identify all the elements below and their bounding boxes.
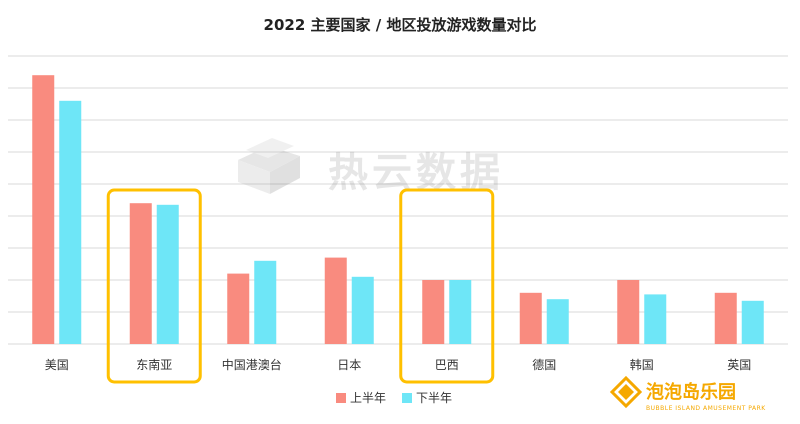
highlight-box (399, 188, 495, 384)
x-tick-label: 美国 (45, 358, 69, 372)
gridlines (8, 55, 788, 345)
brand-logo: 泡泡岛乐园 BUBBLE ISLAND AMUSEMENT PARK (609, 375, 766, 412)
x-axis-labels: 美国 东南亚 中国港澳台 日本 巴西 德国 韩国 英国 (45, 357, 752, 372)
legend: 上半年 下半年 (336, 391, 452, 405)
x-tick-label: 德国 (532, 357, 556, 372)
bar-h2 (644, 294, 667, 344)
bar-h2 (254, 260, 277, 344)
watermark-logo-icon (238, 138, 300, 194)
bar-h2 (449, 280, 472, 344)
bar-h1 (617, 280, 640, 344)
brand-logo-subtext: BUBBLE ISLAND AMUSEMENT PARK (646, 405, 766, 412)
bar-h1 (129, 203, 152, 344)
legend-swatch (336, 393, 346, 403)
x-tick-label: 巴西 (435, 358, 459, 372)
bar-h1 (227, 273, 250, 344)
x-tick-label: 中国港澳台 (222, 357, 282, 372)
legend-label: 下半年 (416, 391, 452, 405)
bar-h2 (546, 299, 569, 344)
bar-h1 (519, 292, 542, 344)
legend-label: 上半年 (350, 391, 386, 405)
bar-h2 (59, 100, 82, 344)
x-tick-label: 东南亚 (136, 357, 172, 372)
legend-swatch (402, 393, 412, 403)
bars (32, 75, 764, 344)
chart-title: 2022 主要国家 / 地区投放游戏数量对比 (264, 16, 537, 34)
watermark: 热云数据 (238, 138, 504, 196)
bar-h2 (351, 276, 374, 344)
highlight-box (106, 188, 202, 384)
bar-h2 (741, 300, 764, 344)
x-tick-label: 日本 (337, 358, 361, 372)
bar-h1 (422, 280, 445, 344)
x-tick-label: 韩国 (630, 357, 654, 372)
bar-h1 (324, 257, 347, 344)
bar-h1 (32, 75, 55, 344)
brand-logo-text: 泡泡岛乐园 (646, 381, 736, 403)
bar-h1 (714, 292, 737, 344)
highlight-boxes (106, 188, 495, 384)
brand-logo-icon (609, 375, 643, 409)
bar-h2 (156, 204, 179, 344)
watermark-text: 热云数据 (328, 150, 504, 196)
x-tick-label: 英国 (727, 358, 751, 372)
